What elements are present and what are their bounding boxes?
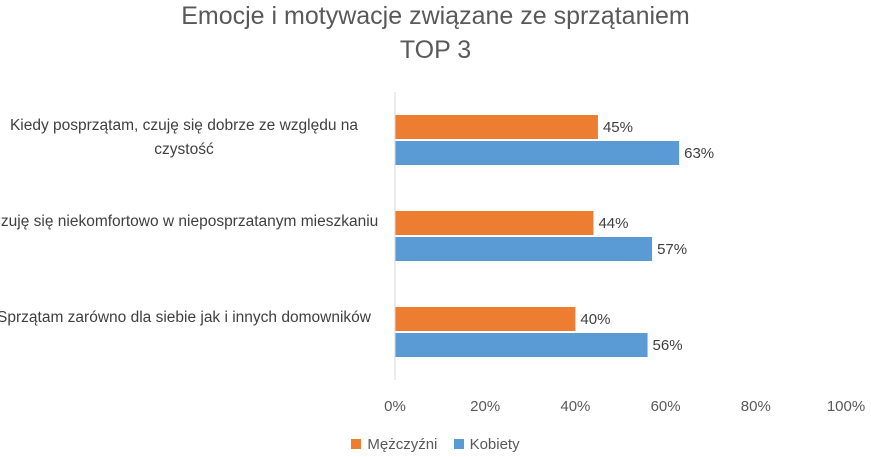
x-tick-label-0: 0% xyxy=(384,398,406,415)
x-tick-label-1: 20% xyxy=(470,398,500,415)
data-label-women-1: 63% xyxy=(684,145,714,162)
category-label-3: Sprzątam zarówno dla siebie jak i innych… xyxy=(0,309,371,326)
data-label-men-2: 44% xyxy=(598,215,628,232)
x-tick-label-4: 80% xyxy=(741,398,771,415)
legend-label-women: Kobiety xyxy=(469,436,520,453)
category-label-1: Kiedy posprzątam, czuję się dobrze ze wz… xyxy=(9,117,359,158)
legend-swatch-men xyxy=(351,439,362,449)
bar-men-2 xyxy=(395,211,594,235)
legend-label-men: Mężczyźni xyxy=(367,436,438,453)
chart-title: Emocje i motywacje związane ze sprzątani… xyxy=(181,2,690,30)
bar-men-1 xyxy=(395,115,598,139)
data-label-men-1: 45% xyxy=(603,119,633,136)
x-tick-label-3: 60% xyxy=(651,398,681,415)
data-label-women-3: 56% xyxy=(653,337,683,354)
data-label-women-2: 57% xyxy=(657,241,687,258)
legend-swatch-women xyxy=(453,439,464,449)
bar-women-1 xyxy=(395,141,680,165)
legend-item-women: Kobiety xyxy=(453,436,520,453)
x-tick-label-2: 40% xyxy=(560,398,590,415)
bar-men-3 xyxy=(395,307,576,331)
bar-women-2 xyxy=(395,237,653,261)
legend-item-men: Mężczyźni xyxy=(351,436,437,453)
x-tick-label-5: 100% xyxy=(827,398,865,415)
bar-women-3 xyxy=(395,333,648,357)
category-label-2: Czuję się niekomfortowo w nieposprzatany… xyxy=(0,213,379,230)
chart-subtitle: TOP 3 xyxy=(399,36,472,64)
legend: Mężczyźni Kobiety xyxy=(0,436,871,453)
data-label-men-3: 40% xyxy=(580,311,610,328)
